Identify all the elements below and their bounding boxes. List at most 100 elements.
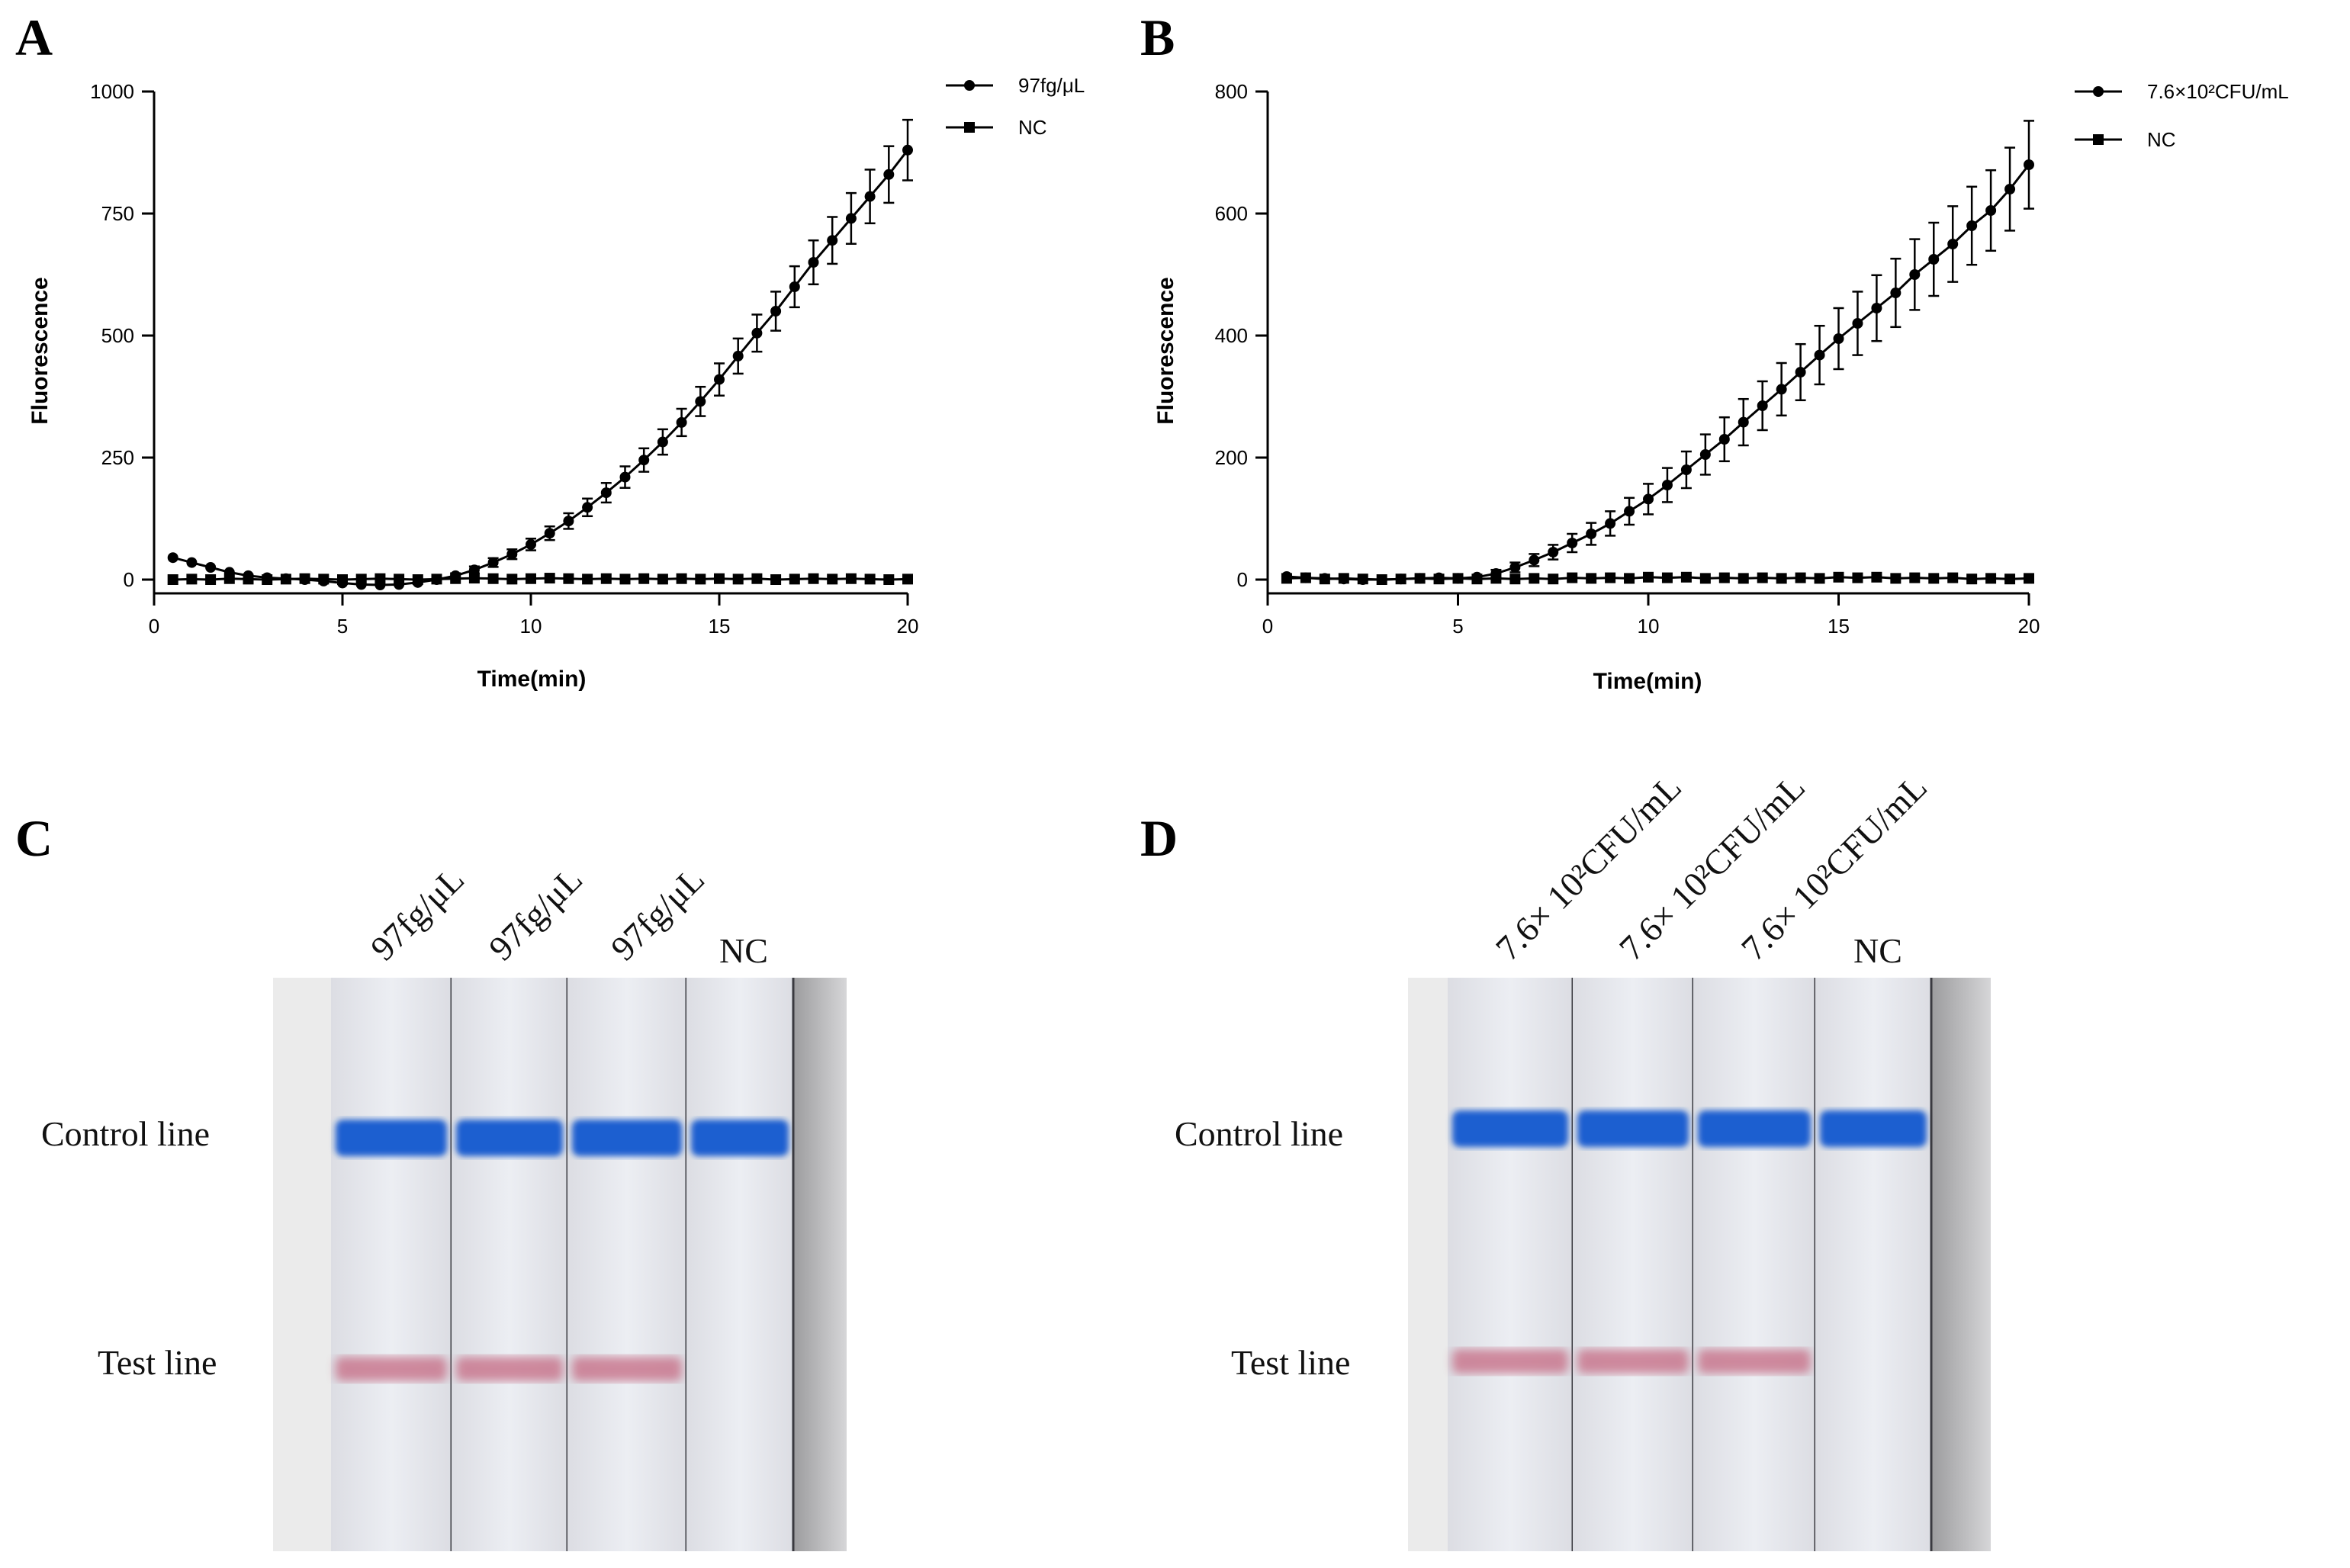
chart-a-series-nc-point xyxy=(883,574,895,585)
chart-b-ylabel: Fluorescence xyxy=(1153,277,1178,424)
strip-d-test-band xyxy=(1452,1349,1568,1374)
chart-b-xtick-label: 5 xyxy=(1452,615,1463,638)
chart-a-series-nc-point xyxy=(355,574,367,585)
strip-c-lane-label: 97fg/μL xyxy=(363,860,471,968)
chart-b-series-nc-point xyxy=(1281,573,1292,584)
chart-a-xtick-label: 10 xyxy=(520,615,542,638)
chart-b-series-sample-point xyxy=(1680,464,1692,475)
chart-a-series-sample-point xyxy=(506,548,518,560)
chart-b-series-nc-point xyxy=(1490,573,1502,584)
strip-d-test-band xyxy=(1577,1349,1689,1374)
strip-c-left-edge xyxy=(273,978,331,1551)
chart-b-series-sample-line xyxy=(1286,164,2030,581)
chart-b-series-nc-point xyxy=(1605,572,1616,583)
chart-b-series-sample-point xyxy=(1833,333,1844,344)
chart-a-ylabel: Fluorescence xyxy=(27,277,53,424)
chart-a-series-nc-point xyxy=(714,573,725,584)
chart-b-series-nc-point xyxy=(1624,573,1635,584)
chart-a-xlabel: Time(min) xyxy=(477,667,587,692)
strip-d-lane-body xyxy=(1448,978,1573,1551)
chart-b-ytick-label: 800 xyxy=(1215,80,1248,103)
chart-a-series-nc-point xyxy=(827,574,838,585)
chart-b-ytick-label: 0 xyxy=(1237,568,1248,591)
strip-c-lane-label: 97fg/μL xyxy=(481,860,590,968)
chart-a-series-sample-point xyxy=(770,306,782,316)
chart-a-series-nc-point xyxy=(223,573,235,584)
chart-a-series-nc-line xyxy=(172,577,908,581)
chart-b-series-nc-point xyxy=(1529,573,1540,584)
chart-b-series-sample-point xyxy=(1643,493,1654,505)
chart-b-series-nc-line xyxy=(1286,576,2030,581)
strip-d-lane-body xyxy=(1815,978,1931,1551)
chart-b-series-sample-point xyxy=(1586,529,1597,539)
chart-a-series-nc-point xyxy=(487,573,499,584)
chart-b-series-nc-point xyxy=(1757,572,1768,583)
chart-b-series-nc-point xyxy=(1338,573,1349,584)
strip-d-lane-3 xyxy=(1693,978,1817,1551)
chart-b-legend-marker xyxy=(2093,134,2104,145)
chart-a: 0 250 500 750 1000 0 5 10 15 20 97fg/μL NC Time(mi… xyxy=(27,74,1085,692)
chart-b-xtick-label: 10 xyxy=(1638,615,1660,638)
chart-a-series-nc-point xyxy=(431,574,442,585)
chart-a-series-nc-point xyxy=(412,574,423,585)
strip-c-lane-label: 97fg/μL xyxy=(603,860,712,968)
chart-a-series-sample-point xyxy=(468,564,480,576)
chart-a-series-nc-point xyxy=(299,573,310,584)
chart-a-series-nc-point xyxy=(205,574,217,585)
chart-b: 0 200 400 600 800 0 5 10 15 20 7.6×10²CFU/mL NC Ti… xyxy=(1153,80,2289,694)
chart-a-series-sample-line xyxy=(172,149,909,586)
chart-a-series-nc-point xyxy=(600,573,612,584)
strip-d-control-band xyxy=(1577,1110,1689,1147)
chart-a-xtick-label: 5 xyxy=(337,615,348,638)
chart-a-series-sample-point xyxy=(695,396,706,407)
chart-a-series-sample-point xyxy=(864,191,876,202)
chart-a-series-nc-point xyxy=(695,574,706,585)
lateral-flow-strips-c: Control line Test line 97fg/μL 97fg/μL 97f… xyxy=(41,860,847,1551)
chart-b-series-sample-point xyxy=(1852,318,1863,329)
chart-a-series-nc-point xyxy=(167,574,178,585)
chart-a-series-sample-point xyxy=(544,528,555,539)
control-line-label-d: Control line xyxy=(1175,1114,1343,1153)
strip-c-test-band xyxy=(572,1357,682,1381)
strip-c-lane-4 xyxy=(686,978,795,1551)
chart-a-series-sample-point xyxy=(732,350,744,361)
chart-b-legend-item: 7.6×10²CFU/mL xyxy=(2075,80,2289,103)
strip-c-lane-1 xyxy=(331,978,453,1551)
strip-c-lane-label: NC xyxy=(719,931,768,970)
chart-a-series-nc-point xyxy=(262,574,273,585)
chart-a-series-nc-point xyxy=(657,574,668,585)
chart-a-series-nc-point xyxy=(375,573,386,584)
chart-b-series-nc-point xyxy=(2004,574,2016,585)
chart-a-series-sample-point xyxy=(638,455,650,466)
chart-a-series-sample-point xyxy=(845,213,857,224)
strip-d-control-band xyxy=(1452,1110,1568,1147)
chart-b-legend-label: NC xyxy=(2147,128,2176,151)
chart-a-series-sample-point xyxy=(789,281,800,292)
chart-a-series-nc-point xyxy=(902,574,913,585)
chart-a-plot: 0 250 500 750 1000 0 5 10 15 20 xyxy=(90,80,918,638)
chart-a-series-sample-point xyxy=(186,557,198,568)
chart-b-series-sample-point xyxy=(1757,400,1768,411)
chart-b-xtick-label: 15 xyxy=(1828,615,1850,638)
chart-b-series-nc-point xyxy=(1414,573,1426,584)
test-line-label-d: Test line xyxy=(1231,1343,1350,1382)
chart-b-series-nc-point xyxy=(1586,573,1597,584)
chart-a-series-sample-point xyxy=(167,552,178,564)
strip-d-lane-4 xyxy=(1815,978,1933,1551)
chart-a-series-sample-point xyxy=(205,562,217,573)
chart-b-series-sample-point xyxy=(1567,538,1578,548)
chart-a-series-nc-point xyxy=(186,574,198,585)
strip-c-control-band xyxy=(691,1120,789,1156)
panel-label-a: A xyxy=(15,8,53,66)
chart-b-series-nc-point xyxy=(1871,571,1882,583)
chart-b-series-nc-point xyxy=(1567,572,1578,583)
strip-c-lane-3 xyxy=(567,978,688,1551)
chart-a-series-nc-point xyxy=(243,574,254,585)
chart-a-series-nc-point xyxy=(751,573,763,584)
chart-b-series-sample-point xyxy=(2004,184,2016,194)
chart-b-series-nc-point xyxy=(1357,574,1368,585)
panel-label-c: C xyxy=(15,809,53,867)
chart-a-series-nc-point xyxy=(526,573,536,584)
chart-b-ytick-label: 400 xyxy=(1215,324,1248,347)
chart-a-series-sample-point xyxy=(827,235,838,246)
